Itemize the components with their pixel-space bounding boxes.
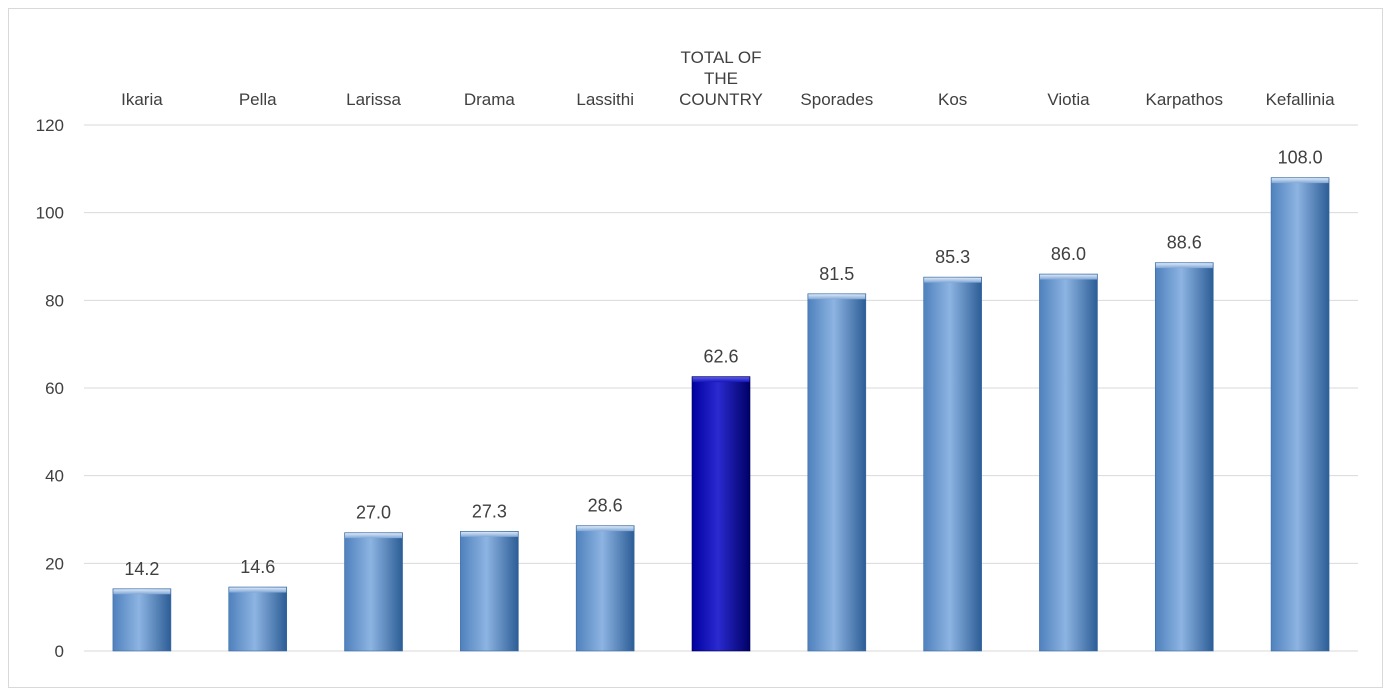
data-label: 14.2 <box>124 559 159 579</box>
bar-cap <box>1271 178 1329 184</box>
data-label: 88.6 <box>1167 233 1202 253</box>
category-label-line: COUNTRY <box>679 90 763 109</box>
bar <box>228 586 288 652</box>
bars <box>112 177 1330 652</box>
y-tick-label: 0 <box>55 642 64 661</box>
gridlines <box>84 124 1358 652</box>
category-label: Sporades <box>800 90 873 109</box>
bar-cap <box>692 377 750 383</box>
bar-cap <box>113 589 171 595</box>
category-label-line: Viotia <box>1047 90 1090 109</box>
category-label: Karpathos <box>1146 90 1224 109</box>
category-label: Pella <box>239 90 277 109</box>
bar-cap <box>229 587 287 593</box>
category-label: Kos <box>938 90 967 109</box>
bar <box>691 376 751 652</box>
data-label: 28.6 <box>588 496 623 516</box>
bar-cap <box>460 531 518 537</box>
y-tick-label: 120 <box>36 116 64 135</box>
bar-cap <box>924 277 982 283</box>
category-label-line: Ikaria <box>121 90 163 109</box>
bar-cap <box>808 294 866 300</box>
data-label: 14.6 <box>240 557 275 577</box>
data-label: 81.5 <box>819 264 854 284</box>
category-label-line: Kos <box>938 90 967 109</box>
category-label-line: Pella <box>239 90 277 109</box>
data-label: 86.0 <box>1051 244 1086 264</box>
data-labels: 14.2 14.6 27.0 27.3 28.6 62.6 81.5 85.3 86.0 88.6… <box>124 148 1322 579</box>
y-tick-label: 100 <box>36 204 64 223</box>
y-tick-label: 80 <box>45 291 64 310</box>
category-label: Ikaria <box>121 90 163 109</box>
bar-cap <box>345 533 403 539</box>
data-label: 108.0 <box>1278 148 1323 168</box>
category-label: Lassithi <box>576 90 634 109</box>
bar <box>923 276 982 652</box>
category-label-line: Karpathos <box>1146 90 1224 109</box>
category-label-line: Larissa <box>346 90 401 109</box>
data-label: 62.6 <box>703 347 738 367</box>
bar <box>1270 177 1330 652</box>
category-label: TOTAL OF THE COUNTRY <box>679 48 763 109</box>
bar-cap <box>576 526 634 532</box>
y-axis-ticks: 0 20 40 60 80 100 120 <box>36 116 64 661</box>
category-label-line: Lassithi <box>576 90 634 109</box>
category-label-line: Kefallinia <box>1266 90 1336 109</box>
y-tick-label: 60 <box>45 379 64 398</box>
bar <box>575 525 635 652</box>
category-label: Viotia <box>1047 90 1090 109</box>
data-label: 27.0 <box>356 503 391 523</box>
bar-cap <box>1039 274 1097 280</box>
y-tick-label: 20 <box>45 554 64 573</box>
bar <box>112 588 172 652</box>
category-label-line: TOTAL OF <box>681 48 762 67</box>
data-label: 85.3 <box>935 247 970 267</box>
y-tick-label: 40 <box>45 467 64 486</box>
category-label-line: Sporades <box>800 90 873 109</box>
category-label-line: THE <box>704 69 738 88</box>
category-label: Drama <box>464 90 516 109</box>
bar <box>807 293 867 652</box>
category-label: Larissa <box>346 90 401 109</box>
category-label: Kefallinia <box>1266 90 1336 109</box>
bar <box>344 532 403 652</box>
data-label: 27.3 <box>472 501 507 521</box>
bar-cap <box>1155 263 1213 269</box>
category-label-line: Drama <box>464 90 516 109</box>
bar <box>1039 273 1098 652</box>
bar <box>1154 262 1214 652</box>
bar <box>460 531 519 652</box>
